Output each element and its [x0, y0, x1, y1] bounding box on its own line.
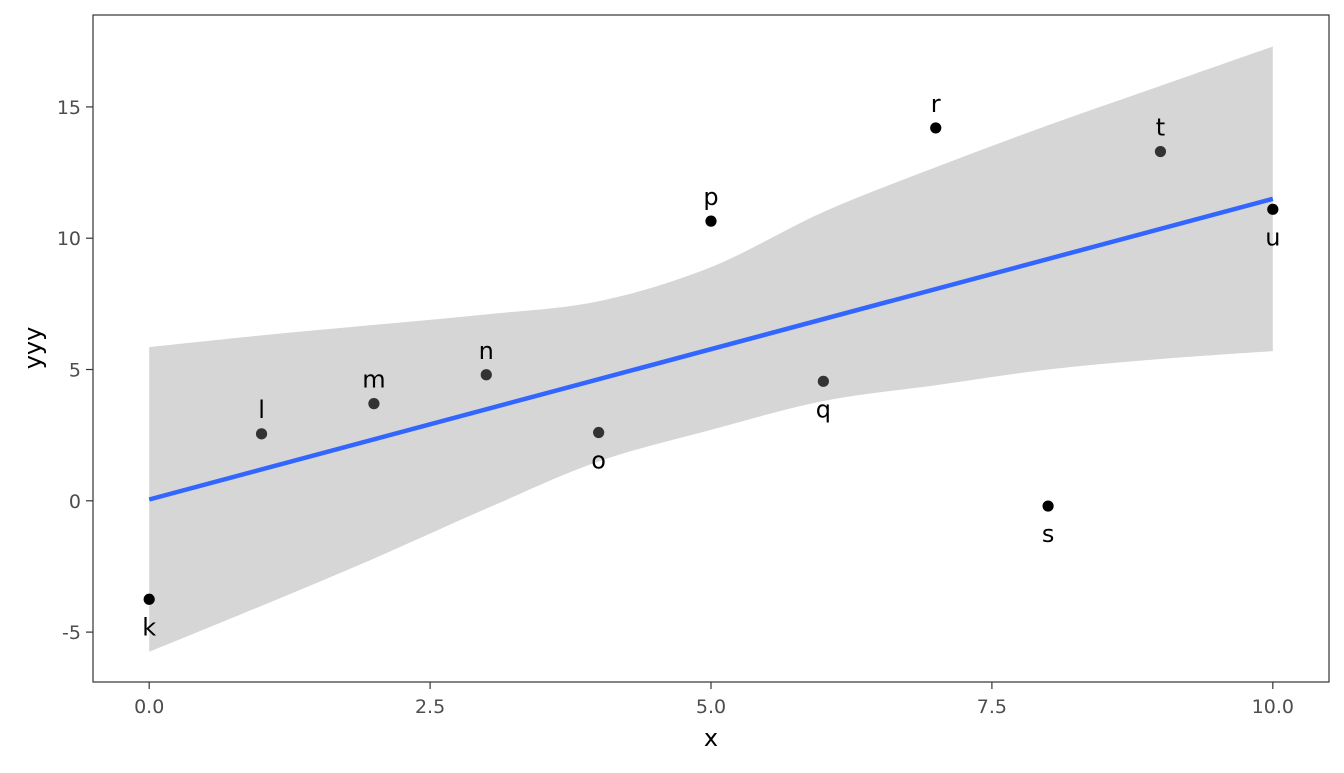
- y-tick-label: -5: [62, 622, 81, 644]
- x-axis-title: x: [704, 724, 718, 752]
- y-tick-label: 10: [57, 228, 81, 250]
- data-point-q: [817, 375, 829, 387]
- data-point-n: [480, 369, 492, 381]
- point-label-u: u: [1265, 223, 1280, 251]
- point-label-o: o: [591, 447, 606, 475]
- y-tick-label: 15: [57, 97, 81, 119]
- y-tick-label: 0: [69, 491, 81, 513]
- points-layer: [143, 122, 1279, 605]
- data-point-u: [1267, 203, 1279, 215]
- data-point-k: [143, 593, 155, 605]
- data-point-r: [930, 122, 942, 134]
- data-point-p: [705, 215, 717, 227]
- y-axis-title: yyy: [19, 327, 47, 370]
- point-label-n: n: [479, 337, 494, 365]
- y-tick-label: 5: [69, 360, 81, 382]
- point-label-p: p: [703, 183, 718, 211]
- point-label-l: l: [258, 396, 265, 424]
- x-tick-label: 0.0: [134, 696, 164, 718]
- x-tick-label: 10.0: [1252, 696, 1294, 718]
- y-axis: -5 0 5 10 15: [57, 97, 93, 644]
- point-label-t: t: [1156, 114, 1165, 142]
- point-label-m: m: [362, 366, 385, 394]
- data-point-m: [368, 398, 380, 410]
- point-labels-layer: k l m n o p q r s t u: [142, 90, 1280, 641]
- point-label-r: r: [931, 90, 941, 118]
- x-axis: 0.0 2.5 5.0 7.5 10.0: [134, 682, 1294, 718]
- data-point-s: [1042, 500, 1054, 512]
- trend-line: [148, 196, 1274, 502]
- data-point-l: [255, 428, 268, 440]
- data-point-t: [1154, 145, 1167, 158]
- point-label-s: s: [1042, 520, 1055, 548]
- x-tick-label: 2.5: [415, 696, 445, 718]
- data-point-o: [593, 426, 605, 439]
- x-tick-label: 5.0: [696, 696, 726, 718]
- point-label-q: q: [816, 395, 831, 423]
- point-label-k: k: [142, 613, 156, 641]
- x-tick-label: 7.5: [977, 696, 1007, 718]
